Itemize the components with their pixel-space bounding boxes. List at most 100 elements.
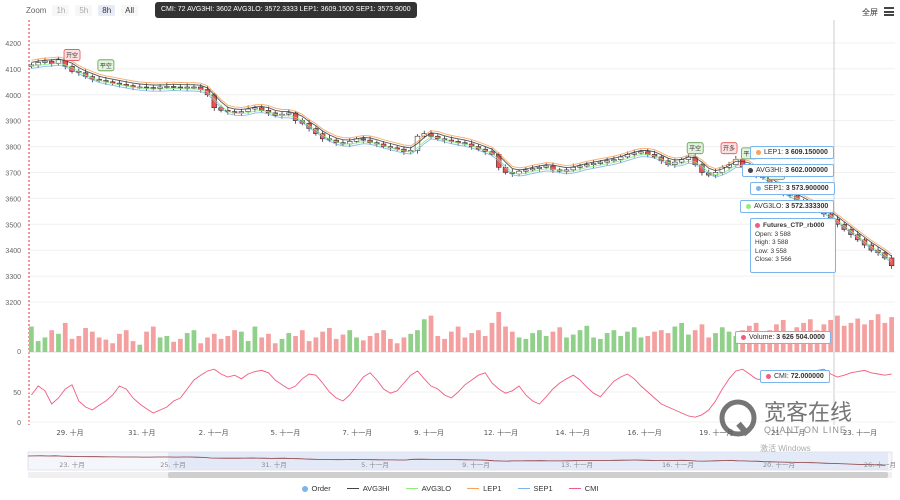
x-tick-label: 16. 十一月	[627, 428, 661, 437]
hamburger-menu-icon[interactable]	[884, 7, 894, 16]
tooltip-volume: Volume: 3 626 504.0000	[735, 331, 831, 344]
volume-bar	[855, 318, 861, 352]
x-tick-label: 12. 十一月	[484, 428, 518, 437]
legend-item-avg3hi[interactable]: AVG3HI	[346, 484, 390, 493]
volume-bar	[448, 331, 454, 352]
signal-flag	[63, 49, 81, 61]
volume-bar	[313, 337, 319, 352]
volume-bar	[509, 331, 515, 352]
candle-body	[631, 152, 637, 155]
zoom-bar: Zoom 1h 5h 8h All	[26, 5, 139, 16]
cmi-tick-label: 50	[13, 390, 21, 397]
navigator-tick-label: 20. 十一月	[763, 460, 795, 469]
volume-bar	[543, 336, 549, 352]
volume-bar	[455, 326, 461, 352]
sep1-line-icon	[517, 487, 530, 490]
legend-item-order[interactable]: Order	[301, 484, 331, 493]
signal-label: 平空	[100, 62, 112, 70]
volume-bar	[238, 331, 244, 352]
volume-bar	[733, 336, 739, 352]
volume-bar	[286, 333, 292, 352]
volume-bar	[29, 326, 34, 352]
tooltip-cmi: CMI: 72.000000	[760, 370, 830, 383]
volume-bar	[577, 330, 583, 352]
volume-bar	[123, 330, 129, 352]
cmi-dot-icon	[766, 373, 771, 379]
candle-body	[563, 169, 570, 172]
volume-bar	[841, 325, 847, 352]
candle-body	[550, 165, 556, 171]
candle-body	[150, 87, 156, 89]
volume-bar	[327, 328, 332, 352]
signal-label: 平多	[743, 150, 755, 158]
fullscreen-button[interactable]: 全屏	[862, 8, 878, 17]
volume-bar	[42, 337, 48, 352]
cmi-tick-label: 0	[17, 420, 21, 427]
legend-item-avg3lo[interactable]: AVG3LO	[405, 484, 451, 493]
volume-bar	[103, 339, 109, 352]
volume-bar	[89, 331, 95, 352]
volume-bar	[591, 337, 596, 352]
volume-bar	[476, 330, 481, 352]
volume-bar	[570, 334, 576, 352]
ohlc-dot-icon	[755, 222, 760, 228]
candle-body	[848, 229, 854, 235]
volume-bar	[354, 337, 359, 352]
price-tick-label: 3400	[5, 248, 21, 255]
avg3lo-dot-icon	[746, 203, 751, 209]
signal-flag	[97, 59, 115, 72]
volume-bar	[415, 330, 420, 352]
watermark-en-text: QUANT ON LINE	[764, 425, 847, 435]
volume-bar	[252, 326, 258, 352]
volume-bar	[367, 336, 373, 352]
volume-bar	[523, 338, 529, 352]
windows-activation-note: 激活 Windows	[760, 444, 811, 453]
volume-bar	[421, 319, 427, 352]
volume-bar	[496, 312, 502, 352]
volume-bar	[49, 330, 55, 352]
candle-body	[590, 163, 597, 166]
volume-bar	[726, 331, 732, 352]
volume-bar	[835, 315, 840, 352]
candle-body	[584, 164, 590, 167]
volume-bar	[198, 343, 204, 352]
volume-bar	[469, 333, 475, 352]
volume-bar	[272, 343, 278, 352]
volume-bar	[537, 330, 542, 352]
avg3hi-line-icon	[346, 487, 359, 490]
volume-tick-label: 0	[17, 349, 21, 356]
legend-item-cmi[interactable]: CMI	[568, 484, 598, 493]
sep1-dot-icon	[756, 185, 761, 191]
tooltip-avg3lo: AVG3LO: 3 572.333300	[740, 200, 835, 213]
navigator-tick-label: 5. 十一月	[361, 460, 389, 469]
volume-bar	[435, 336, 441, 352]
x-tick-label: 7. 十一月	[342, 428, 372, 437]
volume-bar	[408, 333, 414, 352]
candle-body	[252, 107, 258, 110]
candle-body	[888, 257, 895, 267]
x-tick-label: 21. 十一月	[771, 428, 805, 437]
price-tick-label: 3300	[5, 274, 21, 281]
volume-bar	[611, 330, 617, 352]
zoom-5h-button[interactable]: 5h	[75, 5, 93, 16]
lep1-line-icon	[467, 487, 480, 490]
candle-body	[611, 159, 617, 162]
zoom-all-button[interactable]: All	[121, 5, 139, 16]
candle-body	[259, 107, 265, 111]
avg3hi-line	[31, 58, 892, 257]
x-tick-label: 23. 十一月	[843, 428, 877, 437]
x-tick-label: 14. 十一月	[556, 428, 590, 437]
volume-bar	[584, 325, 590, 352]
zoom-8h-button[interactable]: 8h	[98, 5, 116, 16]
volume-bar	[482, 336, 488, 352]
legend-item-lep1[interactable]: LEP1	[467, 484, 502, 493]
tooltip-sep1: SEP1: 3 573.900000	[750, 182, 835, 195]
legend-item-sep1[interactable]: SEP1	[517, 484, 553, 493]
volume-bar	[719, 327, 725, 352]
candle-body	[164, 86, 170, 88]
candle-body	[157, 86, 163, 89]
navigator-tick-label: 13. 十一月	[561, 460, 593, 469]
zoom-1h-button[interactable]: 1h	[52, 5, 70, 16]
price-tick-label: 3700	[5, 170, 21, 177]
